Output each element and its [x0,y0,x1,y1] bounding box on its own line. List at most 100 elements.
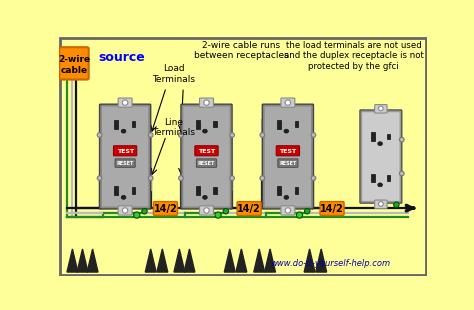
FancyBboxPatch shape [374,200,387,209]
Ellipse shape [284,129,289,133]
Ellipse shape [204,100,209,105]
Bar [213,187,217,193]
Polygon shape [264,249,275,272]
FancyBboxPatch shape [360,110,402,203]
Polygon shape [184,249,195,272]
Bar [371,174,374,182]
Bar [371,132,374,141]
FancyBboxPatch shape [320,202,344,215]
Bar [295,187,298,193]
Ellipse shape [400,171,404,176]
Polygon shape [67,249,78,272]
Text: Line
Terminals: Line Terminals [153,118,195,137]
FancyBboxPatch shape [115,159,135,167]
FancyBboxPatch shape [181,104,232,209]
Ellipse shape [122,208,128,213]
Ellipse shape [121,129,126,133]
Bar [114,120,118,129]
FancyBboxPatch shape [118,206,132,215]
Ellipse shape [179,176,183,180]
FancyBboxPatch shape [100,104,151,209]
Ellipse shape [202,195,207,199]
Bar [196,186,200,195]
FancyBboxPatch shape [59,47,89,80]
Ellipse shape [230,176,235,180]
Text: the load terminals are not used
and the duplex receptacle is not
protected by th: the load terminals are not used and the … [284,41,424,71]
Bar [114,186,118,195]
Ellipse shape [379,106,383,111]
Bar [387,175,390,181]
Ellipse shape [223,209,228,214]
Ellipse shape [379,202,383,206]
Text: 2-wire
cable: 2-wire cable [58,55,90,75]
Polygon shape [254,249,264,272]
FancyBboxPatch shape [60,38,426,275]
Ellipse shape [296,212,302,218]
FancyBboxPatch shape [237,202,261,215]
FancyBboxPatch shape [101,106,149,207]
Bar [132,121,135,127]
FancyBboxPatch shape [262,104,313,209]
Ellipse shape [134,212,140,218]
FancyBboxPatch shape [200,206,213,215]
FancyBboxPatch shape [196,159,217,167]
FancyBboxPatch shape [278,159,298,167]
Ellipse shape [311,133,316,137]
Text: RESET: RESET [198,161,215,166]
Polygon shape [304,249,315,272]
Ellipse shape [260,133,264,137]
Text: source: source [98,51,145,64]
Bar [132,187,135,193]
Ellipse shape [215,212,221,218]
Bar [277,120,281,129]
Ellipse shape [121,195,126,199]
Ellipse shape [230,133,235,137]
FancyBboxPatch shape [113,146,137,156]
Polygon shape [157,249,168,272]
Ellipse shape [260,176,264,180]
Ellipse shape [400,137,404,142]
FancyBboxPatch shape [276,146,300,156]
Bar [295,121,298,127]
Ellipse shape [311,176,316,180]
Ellipse shape [179,133,183,137]
Ellipse shape [142,209,147,214]
FancyBboxPatch shape [195,146,218,156]
Text: 14/2: 14/2 [237,204,261,214]
Ellipse shape [148,176,153,180]
FancyBboxPatch shape [154,202,177,215]
FancyBboxPatch shape [281,206,295,215]
Ellipse shape [394,202,399,207]
Text: TEST: TEST [198,149,215,154]
Text: RESET: RESET [279,161,297,166]
FancyBboxPatch shape [264,106,312,207]
Ellipse shape [285,100,291,105]
Text: TEST: TEST [279,149,296,154]
Ellipse shape [285,208,291,213]
Polygon shape [174,249,185,272]
FancyBboxPatch shape [118,98,132,107]
FancyBboxPatch shape [200,98,213,107]
Ellipse shape [378,183,383,187]
Text: RESET: RESET [117,161,134,166]
Polygon shape [224,249,235,272]
Ellipse shape [204,208,209,213]
Ellipse shape [202,129,207,133]
Polygon shape [145,249,156,272]
FancyBboxPatch shape [362,112,400,202]
Ellipse shape [97,133,102,137]
Polygon shape [316,249,327,272]
Bar [196,120,200,129]
Bar [277,186,281,195]
Polygon shape [77,249,88,272]
Text: TEST: TEST [117,149,134,154]
FancyBboxPatch shape [374,104,387,113]
Ellipse shape [378,142,383,146]
Ellipse shape [148,133,153,137]
Text: 14/2: 14/2 [154,204,177,214]
Ellipse shape [97,176,102,180]
Text: www.do-it-yourself-help.com: www.do-it-yourself-help.com [271,259,391,268]
Ellipse shape [304,209,310,214]
Ellipse shape [284,195,289,199]
Bar [213,121,217,127]
